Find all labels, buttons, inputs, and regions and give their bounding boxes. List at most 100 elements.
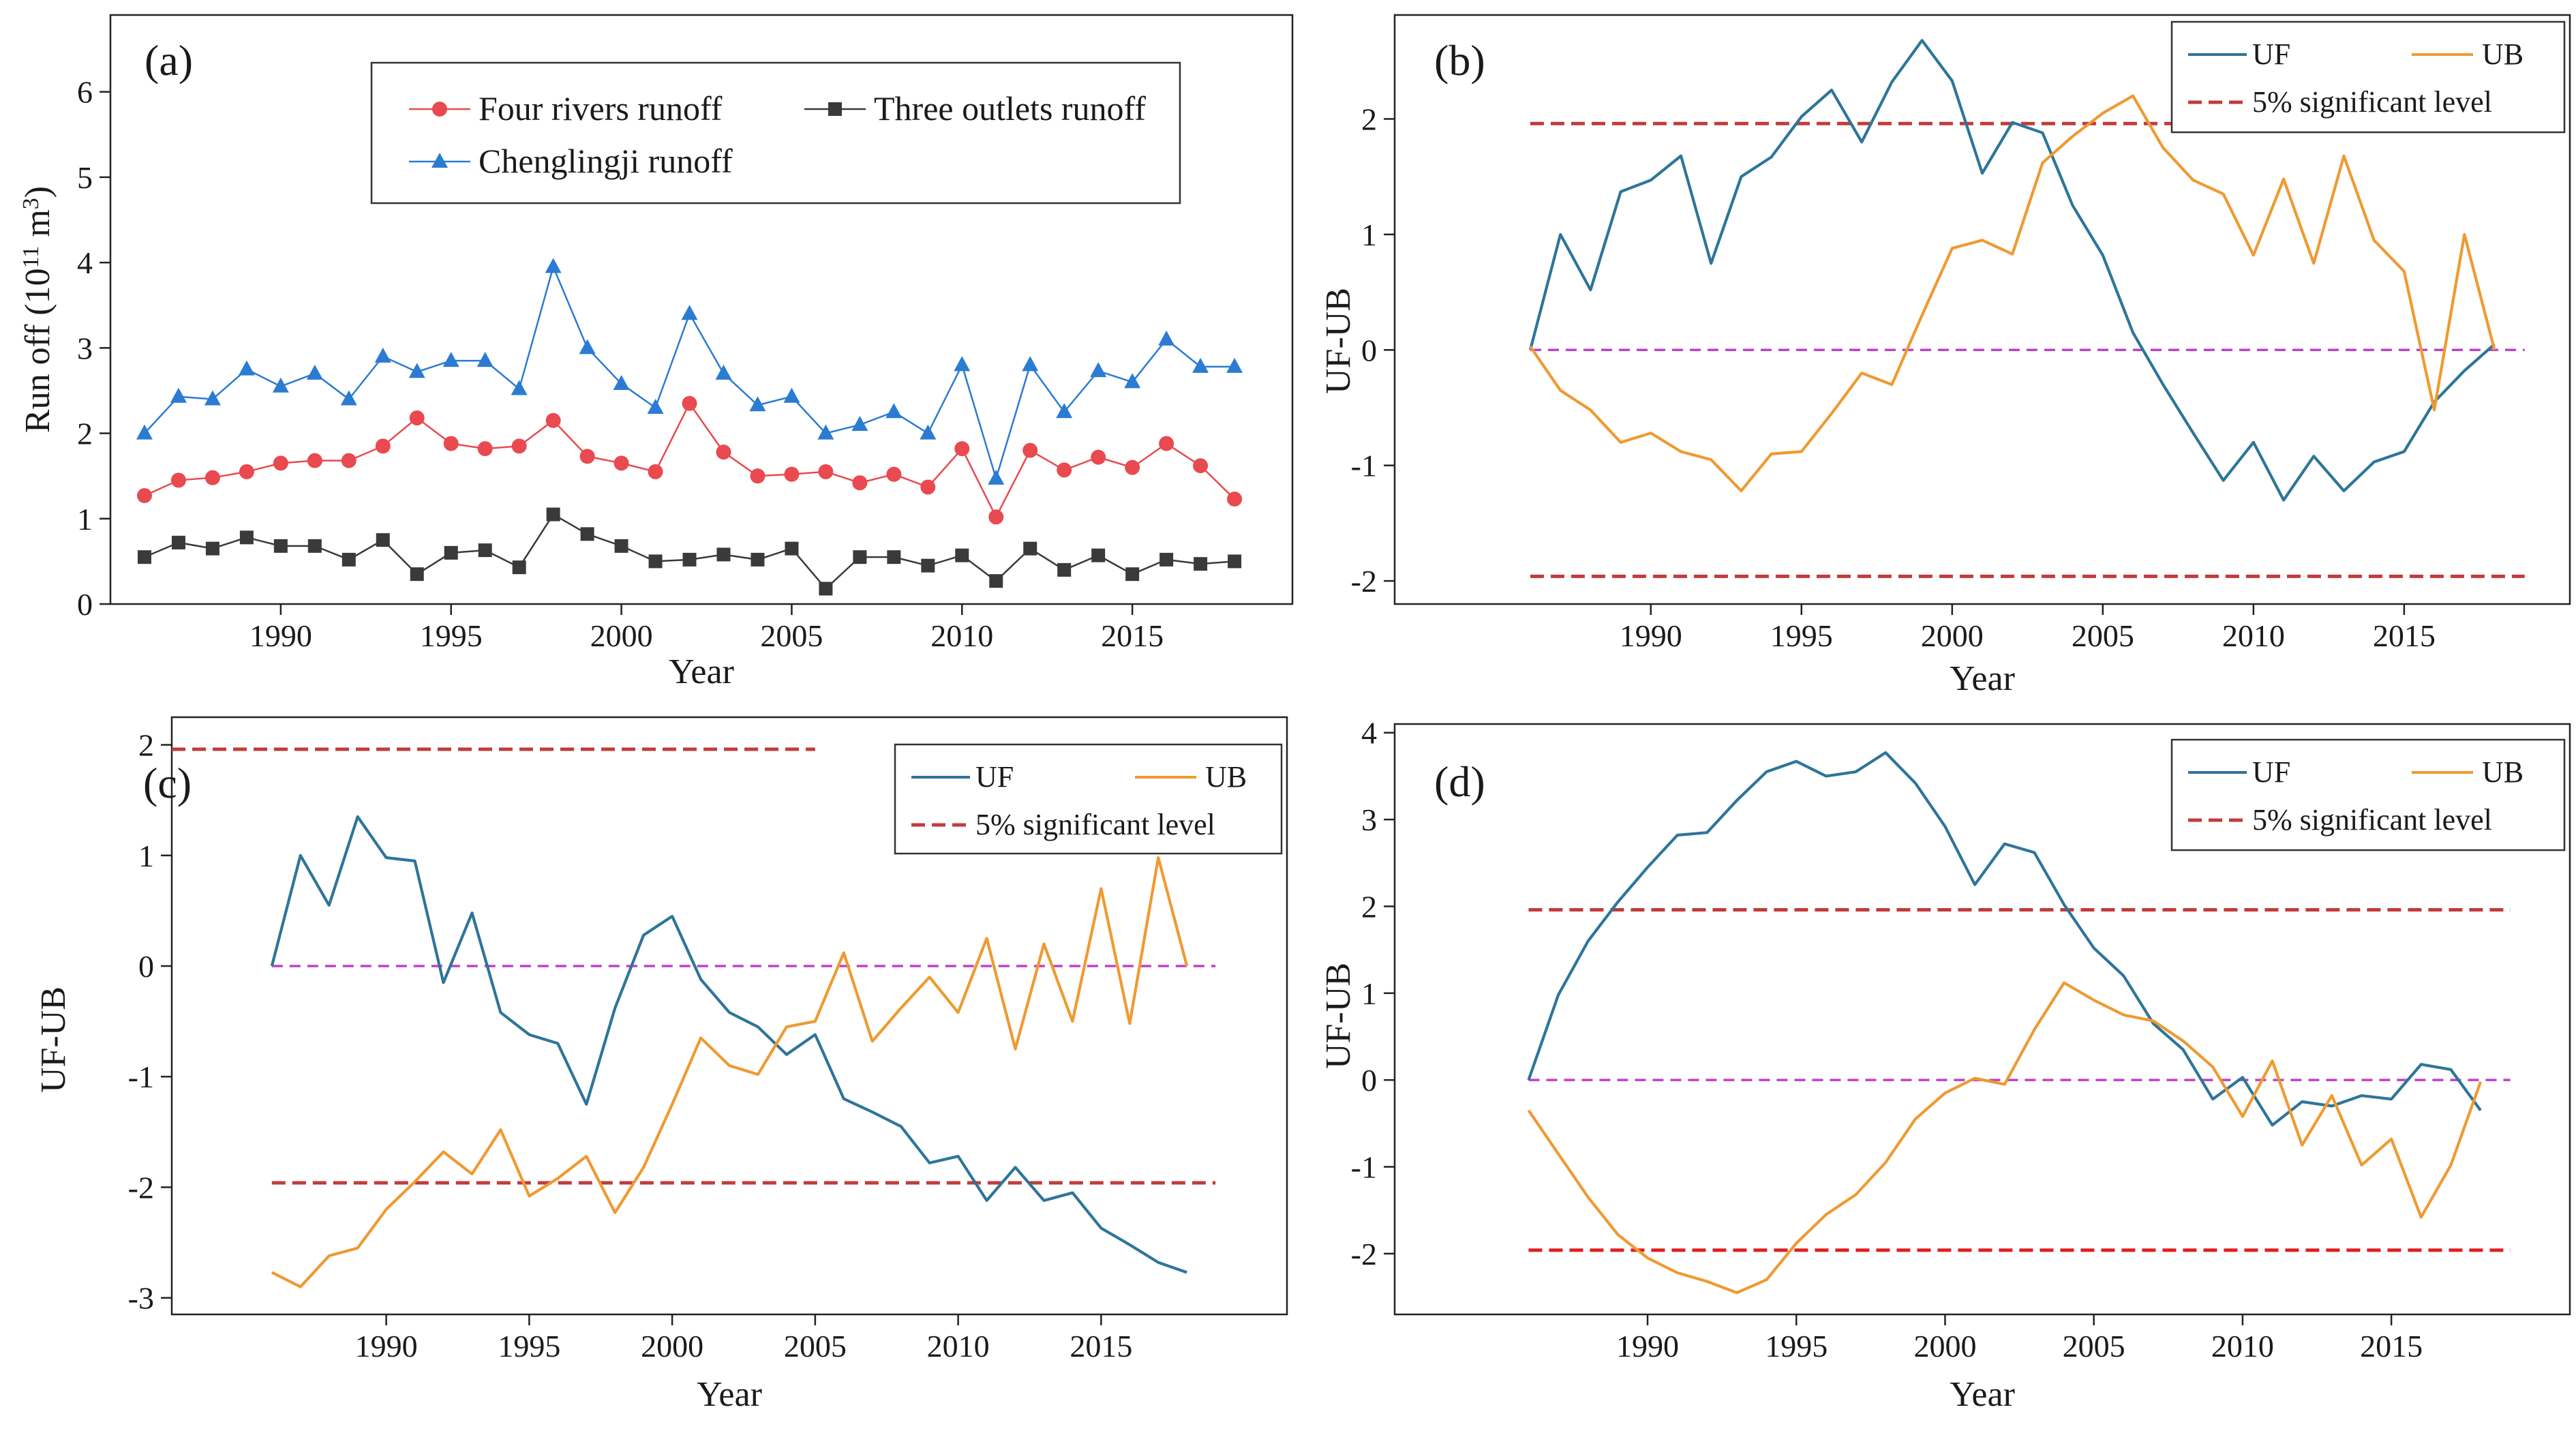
data-point-triangle [988, 469, 1005, 485]
legend-label: UB [2482, 37, 2524, 71]
data-point-triangle [238, 360, 255, 376]
data-point-circle [1022, 442, 1038, 458]
x-tick-label: 1995 [1770, 618, 1833, 653]
data-point-circle [784, 466, 800, 482]
y-tick-label: 2 [77, 417, 93, 451]
data-point-square [1091, 548, 1106, 562]
x-tick-label: 2005 [784, 1329, 847, 1364]
data-point-circle [1057, 462, 1072, 478]
data-point-circle [818, 464, 834, 479]
y-tick-label: 2 [1361, 102, 1377, 136]
data-point-square [580, 527, 594, 541]
y-tick-label: 0 [1361, 333, 1377, 367]
data-point-square [716, 547, 731, 562]
data-point-circle [409, 410, 425, 426]
data-point-triangle [647, 399, 664, 414]
panel-b: 1990 1995 2000 2005 2010 2015 -2 -1 0 1 2 Year UF-UB… [1319, 14, 2571, 698]
y-tick-label: 4 [77, 245, 93, 280]
data-point-square [239, 530, 254, 545]
data-point-square [171, 535, 185, 549]
x-tick-label: 2005 [2072, 618, 2134, 653]
x-tick-label: 2005 [2063, 1329, 2125, 1364]
data-point-circle [1227, 491, 1243, 507]
x-tick-label: 2005 [760, 618, 823, 653]
data-point-triangle [374, 347, 391, 363]
y-axis-label: UF-UB [34, 986, 73, 1093]
panel-label: (c) [143, 759, 192, 807]
data-point-triangle [511, 380, 528, 395]
data-point-triangle [920, 424, 937, 440]
data-point-circle [716, 445, 731, 460]
panel-label: (a) [145, 36, 193, 85]
data-point-triangle [1158, 330, 1175, 346]
data-point-circle [613, 455, 629, 471]
plot-frame [1393, 14, 2571, 605]
data-point-square [376, 533, 390, 547]
data-point-square [444, 545, 458, 560]
y-tick-label: 1 [138, 839, 154, 873]
data-point-circle [886, 466, 902, 482]
series-line-uf [1528, 39, 2496, 502]
data-point-triangle [613, 374, 630, 390]
data-point-square [137, 550, 151, 564]
data-point-square [1194, 557, 1208, 571]
data-point-circle [511, 438, 527, 454]
data-point-circle [477, 441, 493, 457]
x-tick-label: 1990 [355, 1329, 418, 1364]
x-tick-label: 2010 [2222, 618, 2285, 653]
data-point-triangle [579, 339, 596, 355]
data-point-square [751, 552, 765, 567]
plot-frame [109, 14, 1294, 605]
x-tick-label: 2010 [927, 1329, 990, 1364]
legend-label: UB [2482, 755, 2524, 789]
legend-label: Three outlets runoff [874, 89, 1146, 127]
x-axis-label: Year [669, 652, 734, 691]
data-point-circle [307, 453, 322, 468]
y-axis-label: Run off (1011 m3) [18, 186, 57, 433]
x-tick-label: 2000 [590, 618, 653, 653]
y-axis-label-part: Run off (10 [18, 268, 57, 433]
data-point-circle [432, 102, 447, 117]
legend-label: 5% significant level [975, 808, 1215, 841]
data-point-square [342, 552, 356, 567]
y-tick-label: -2 [1351, 564, 1377, 599]
data-point-square [546, 507, 560, 522]
panel-d: 1990 1995 2000 2005 2010 2015 -2 -1 0 1 2 3 4 Year UF-… [1319, 716, 2571, 1414]
x-axis-label: Year [697, 1375, 762, 1414]
x-tick-label: 2000 [1921, 618, 1984, 653]
data-point-square [410, 567, 424, 582]
y-tick-label: 1 [1361, 976, 1377, 1011]
data-point-circle [750, 468, 766, 484]
series-line-ub [271, 856, 1189, 1289]
data-point-triangle [783, 387, 800, 403]
data-point-triangle [545, 258, 562, 273]
data-point-circle [443, 436, 459, 451]
data-point-circle [136, 487, 152, 503]
x-tick-label: 2010 [930, 618, 993, 653]
y-tick-label: 0 [77, 587, 93, 622]
data-point-circle [545, 412, 561, 428]
x-tick-label: 2015 [2360, 1329, 2423, 1364]
x-tick-label: 1995 [1765, 1329, 1828, 1364]
data-point-triangle [1124, 373, 1141, 389]
panel-c: 1990 1995 2000 2005 2010 2015 -3 -2 -1 0 1 2 Year UF-… [34, 716, 1288, 1414]
data-point-triangle [885, 403, 903, 419]
x-tick-label: 1990 [249, 618, 312, 653]
data-point-triangle [431, 153, 448, 168]
y-axis-label-part: ) [18, 186, 57, 198]
y-tick-label: 6 [77, 75, 93, 110]
y-tick-label: 2 [1361, 889, 1377, 924]
data-point-circle [1193, 458, 1209, 474]
data-point-triangle [681, 305, 698, 320]
data-point-square [785, 541, 799, 556]
legend-box [2170, 20, 2566, 134]
legend-label: Chenglingji runoff [479, 142, 733, 180]
data-point-square [887, 550, 901, 564]
legend-label: 5% significant level [2252, 803, 2492, 837]
data-point-circle [920, 479, 936, 495]
data-point-square [512, 560, 526, 575]
series-line-uf [270, 815, 1187, 1274]
legend-box [370, 61, 1181, 205]
x-axis-label: Year [1950, 659, 2015, 698]
data-point-triangle [1090, 362, 1107, 378]
